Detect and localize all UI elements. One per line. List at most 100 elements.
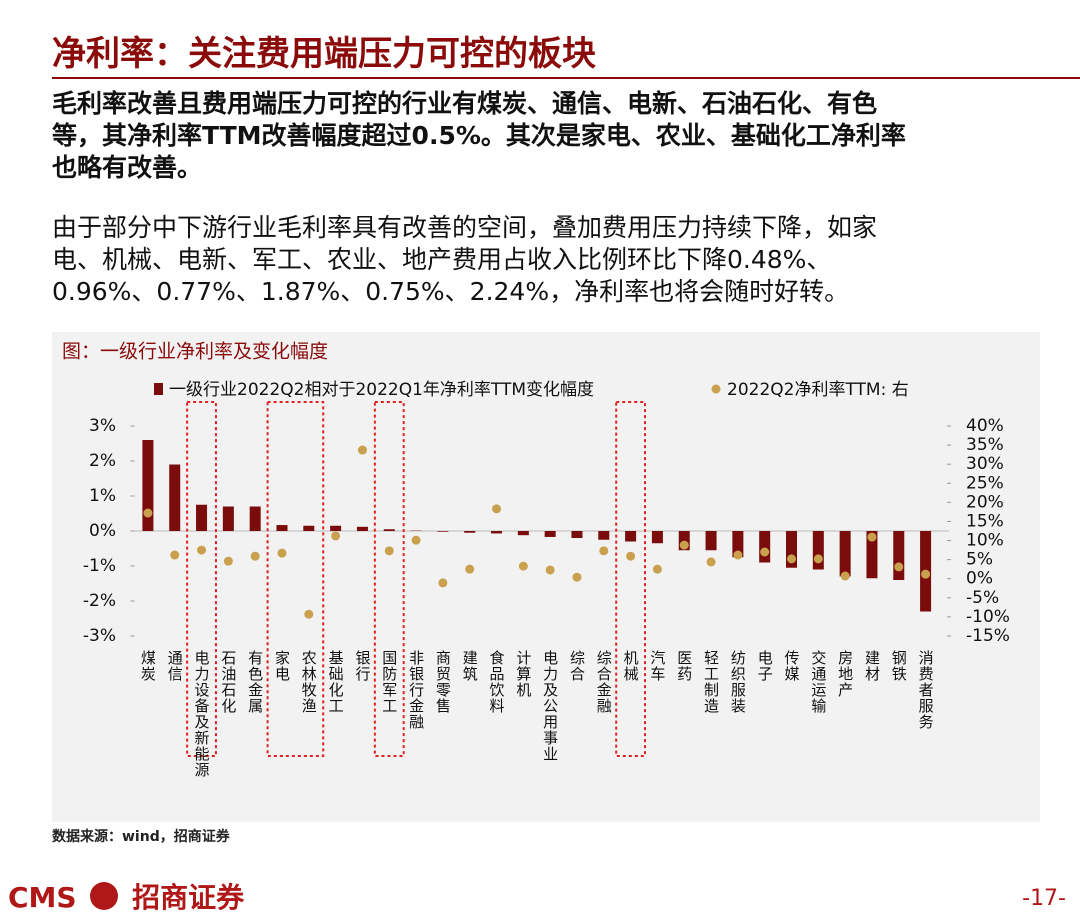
bar xyxy=(839,531,851,577)
bar xyxy=(464,531,476,533)
legend-label: 2022Q2净利率TTM: 右 xyxy=(727,380,909,400)
page-number: -17- xyxy=(1022,886,1066,911)
y-tick-label: -3% xyxy=(83,626,116,646)
bar xyxy=(276,525,288,531)
x-tick-label: 国防军工 xyxy=(380,650,398,714)
brand: 招商证券 xyxy=(132,881,245,914)
title-rule xyxy=(52,77,1080,79)
dot xyxy=(465,564,475,574)
y2-tick-label: 30% xyxy=(966,454,1004,474)
y-tick-label: 1% xyxy=(89,486,116,506)
text-line: 也略有改善。 xyxy=(52,153,203,182)
bar xyxy=(249,506,261,531)
x-tick-label: 机械 xyxy=(622,650,640,682)
logo: CMS 招商证券 xyxy=(8,876,244,916)
dot xyxy=(304,609,314,619)
dot xyxy=(894,562,904,572)
source: 数据来源：wind，招商证券 xyxy=(52,829,230,845)
x-tick-label: 基础化工 xyxy=(327,650,345,714)
y2-tick-label: -15% xyxy=(966,626,1010,646)
bar xyxy=(544,531,556,537)
y2-tick-label: 0% xyxy=(966,569,993,589)
highlight-box xyxy=(373,401,405,757)
x-tick-label: 有色金属 xyxy=(246,650,264,714)
dot xyxy=(626,551,636,561)
x-tick-label: 纺织服装 xyxy=(729,650,747,714)
highlight-box xyxy=(186,401,217,757)
bar xyxy=(571,531,583,538)
y2-tick-label: 40% xyxy=(966,416,1004,436)
legend-label: 一级行业2022Q2相对于2022Q1年净利率TTM变化幅度 xyxy=(169,380,594,400)
dot xyxy=(652,564,662,574)
x-tick-label: 商贸零售 xyxy=(434,650,452,714)
y2-tick-label: -10% xyxy=(966,607,1010,627)
logo-mark xyxy=(90,882,119,910)
bar xyxy=(142,440,154,531)
y2-tick-label: -5% xyxy=(966,588,999,608)
highlight-box xyxy=(615,401,647,757)
paragraph: 由于部分中下游行业毛利率具有改善的空间，叠加费用压力持续下降，如家 电、机械、电新… xyxy=(52,212,877,308)
dot xyxy=(599,546,609,556)
x-tick-label: 通信 xyxy=(166,650,184,682)
x-tick-label: 综合 xyxy=(568,650,586,682)
paragraph: 毛利率改善且费用端压力可控的行业有煤炭、通信、电新、石油石化、有色 等，其净利率T… xyxy=(52,88,906,184)
x-tick-label: 电力设备及新能源 xyxy=(193,650,211,778)
dot xyxy=(545,565,555,575)
text-line: 由于部分中下游行业毛利率具有改善的空间，叠加费用压力持续下降，如家 xyxy=(52,213,878,242)
highlight-box xyxy=(266,401,325,757)
bar xyxy=(491,531,503,534)
dot xyxy=(438,578,448,588)
x-tick-label: 房地产 xyxy=(836,650,854,698)
bar xyxy=(303,525,315,531)
x-tick-label: 轻工制造 xyxy=(702,650,720,714)
dot xyxy=(197,545,207,555)
legend-swatch xyxy=(154,383,163,395)
y2-tick-label: 15% xyxy=(966,511,1004,531)
y-tick-label: -1% xyxy=(83,556,116,576)
x-tick-label: 电力及公用事业 xyxy=(541,650,559,762)
bar xyxy=(893,531,905,580)
y2-tick-label: 5% xyxy=(966,550,993,570)
x-tick-label: 交通运输 xyxy=(809,649,827,714)
x-tick-label: 银行 xyxy=(353,650,371,682)
slide-title: 净利率：关注费用端压力可控的板块 xyxy=(52,34,596,74)
dot xyxy=(733,550,743,560)
x-tick-label: 汽车 xyxy=(648,650,666,682)
dot xyxy=(143,508,153,518)
x-tick-label: 钢铁 xyxy=(890,650,908,682)
x-tick-label: 传媒 xyxy=(783,650,801,682)
dot xyxy=(223,556,233,566)
dot xyxy=(867,532,877,542)
y-tick-label: -2% xyxy=(83,591,116,611)
bar xyxy=(786,531,798,568)
x-tick-label: 建材 xyxy=(863,650,881,682)
dot xyxy=(357,445,367,455)
bar xyxy=(866,531,878,579)
dot xyxy=(572,572,582,582)
bar xyxy=(678,531,690,551)
bar xyxy=(169,464,181,531)
x-tick-label: 非银行金融 xyxy=(407,650,425,730)
dot xyxy=(921,569,931,579)
dot xyxy=(250,551,260,561)
bar xyxy=(812,531,824,570)
y2-tick-label: 35% xyxy=(966,435,1004,455)
dot xyxy=(813,554,823,564)
text-line: 0.96%、0.77%、1.87%、0.75%、2.24%，净利率也将会随时好转… xyxy=(52,277,850,306)
x-tick-label: 建筑 xyxy=(461,650,479,682)
dot xyxy=(492,504,502,514)
y2-tick-label: 20% xyxy=(966,492,1004,512)
text-line: 等，其净利率TTM改善幅度超过0.5%。其次是家电、农业、基础化工净利率 xyxy=(52,121,906,150)
bar xyxy=(705,531,717,551)
bar xyxy=(383,529,395,531)
x-tick-label: 电子 xyxy=(756,650,774,682)
dot xyxy=(679,540,689,550)
dot xyxy=(706,557,716,567)
dot xyxy=(518,561,528,571)
bar xyxy=(437,531,449,532)
dot xyxy=(760,547,770,557)
dot xyxy=(277,548,287,558)
y-tick-label: 2% xyxy=(89,451,116,471)
text-line: 电、机械、电新、军工、农业、地产费用占收入比例环比下降0.48%、 xyxy=(52,245,832,274)
